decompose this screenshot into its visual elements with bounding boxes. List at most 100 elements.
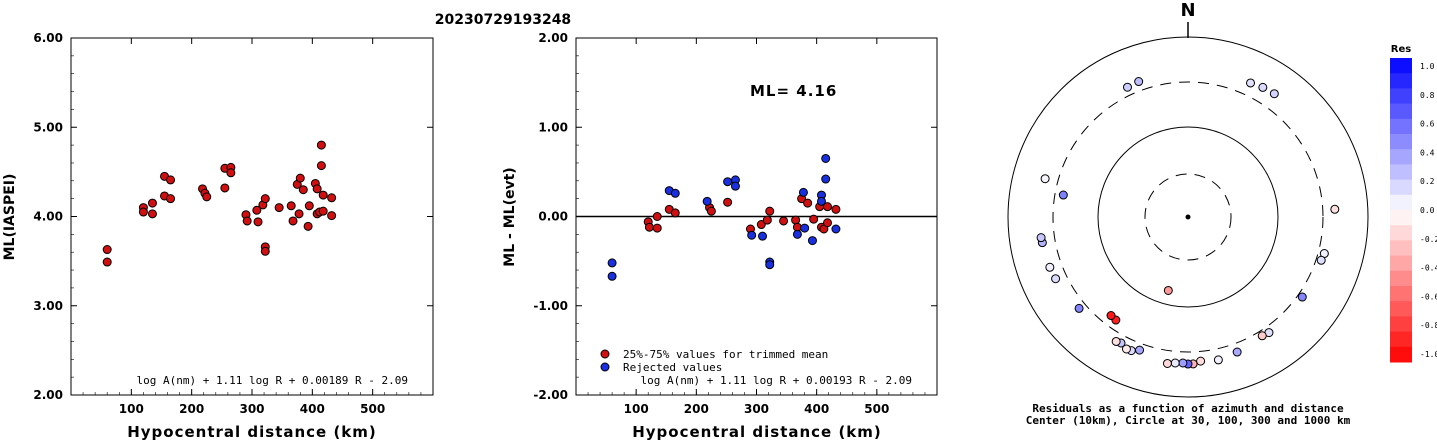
polar-residual-point: [1122, 82, 1132, 92]
chart1-ytick-label: 6.00: [33, 31, 63, 45]
polar-residual-point: [1178, 358, 1188, 368]
chart1-point: [166, 194, 176, 204]
chart2-xtick-label: 300: [744, 402, 769, 416]
polar-residual-point: [1045, 262, 1055, 272]
chart1-point: [298, 185, 308, 195]
chart1-point: [304, 201, 314, 211]
colorbar-swatch: [1390, 88, 1412, 105]
polar-points: [1036, 77, 1340, 369]
chart1-point: [316, 161, 326, 171]
chart1-point: [253, 217, 263, 227]
polar-residual-point: [1330, 204, 1340, 214]
polar-ring-300km: [1052, 81, 1324, 353]
colorbar-swatches: [1390, 58, 1412, 363]
chart2-trimmed-point: [644, 222, 654, 232]
chart2-rejected-point: [800, 223, 810, 233]
polar-caption-line1: Residuals as a function of azimuth and d…: [1032, 402, 1344, 415]
colorbar-swatch: [1390, 255, 1412, 272]
polar-residual-point: [1121, 344, 1131, 354]
chart1-point: [252, 205, 262, 215]
chart1-point: [295, 173, 305, 183]
colorbar-swatch: [1390, 316, 1412, 333]
colorbar-swatch: [1390, 73, 1412, 89]
chart1-point: [318, 190, 328, 200]
chart2-ytick-label: -1.00: [533, 299, 568, 313]
chart2-trimmed-point: [723, 197, 733, 207]
chart2-xtick-label: 100: [624, 402, 649, 416]
colorbar-swatch: [1390, 331, 1412, 348]
legend-trimmed-label: 25%-75% values for trimmed mean: [623, 348, 828, 361]
polar-residual-point: [1316, 255, 1326, 265]
polar-residual-point: [1074, 303, 1084, 313]
chart2-rejected-point: [816, 196, 826, 206]
chart1-points: [102, 140, 337, 267]
chart2-rejected-point: [821, 174, 831, 184]
colorbar-label: 0.4: [1420, 148, 1435, 157]
chart2-trimmed-point: [670, 208, 680, 218]
colorbar-title: Res: [1391, 44, 1411, 55]
polar-residual-point: [1040, 174, 1050, 184]
chart2-rejected-point: [798, 187, 808, 197]
chart1-ytick-label: 3.00: [33, 299, 63, 313]
polar-residual-point: [1058, 190, 1068, 200]
chart1-xtick-label: 500: [360, 402, 385, 416]
chart1-xtick-label: 100: [119, 402, 144, 416]
polar-caption-line2: Center (10km), Circle at 30, 100, 300 an…: [1026, 414, 1351, 427]
chart2-trimmed-point: [652, 212, 662, 221]
ml-residual-chart: 100 200 300 400 500 -2.00 -1.00 0.00 1.00 2.00 ML…: [502, 31, 938, 441]
chart2-xtick-label: 500: [864, 402, 889, 416]
chart2-x-label: Hypocentral distance (km): [632, 423, 882, 441]
chart2-ytick-label: 2.00: [538, 31, 568, 45]
event-id-title: 20230729193248: [435, 12, 571, 28]
polar-residual-point: [1134, 77, 1144, 87]
chart2-rejected-point: [792, 229, 802, 239]
colorbar-label: 0.6: [1420, 120, 1435, 129]
colorbar-swatch: [1390, 118, 1412, 135]
chart1-point: [312, 184, 322, 194]
chart2-trimmed-point: [779, 216, 789, 226]
colorbar-swatch: [1390, 225, 1412, 241]
chart1-point: [242, 216, 252, 226]
polar-ring-1000km: [1007, 36, 1369, 398]
colorbar-label: -0.8: [1420, 321, 1437, 330]
polar-rings: [1007, 36, 1369, 398]
colorbar-label: 0.0: [1420, 206, 1435, 215]
chart1-point: [260, 246, 270, 256]
chart2-ytick-label: 0.00: [538, 210, 568, 224]
chart1-point: [327, 193, 337, 203]
chart2-xtick-label: 400: [804, 402, 829, 416]
north-label: N: [1180, 0, 1195, 21]
polar-residual-point: [1036, 233, 1046, 243]
chart1-point: [260, 194, 270, 204]
chart1-ytick-label: 2.00: [33, 388, 63, 402]
chart2-rejected-point: [730, 181, 740, 191]
colorbar-label: -1.0: [1420, 350, 1437, 359]
colorbar-swatch: [1390, 194, 1412, 211]
chart2-rejected-point: [765, 260, 775, 270]
chart1-ytick-label: 5.00: [33, 120, 63, 134]
polar-residual-point: [1170, 358, 1180, 368]
polar-residual-point: [1297, 292, 1307, 302]
chart1-x-label: Hypocentral distance (km): [127, 423, 377, 441]
chart1-point: [226, 168, 236, 178]
chart2-trimmed-point: [809, 214, 819, 224]
colorbar-label: 0.2: [1420, 177, 1435, 186]
chart2-trimmed-point: [831, 204, 841, 214]
chart2-trimmed-point: [762, 215, 772, 225]
polar-residual-point: [1213, 355, 1223, 365]
chart1-ytick-label: 4.00: [33, 210, 63, 224]
chart1-point: [166, 175, 176, 185]
chart1-xtick-label: 300: [239, 402, 264, 416]
colorbar-label: 0.8: [1420, 91, 1435, 100]
colorbar-swatch: [1390, 270, 1412, 287]
chart2-trimmed-point: [803, 198, 813, 208]
chart2-ml-annotation: ML= 4.16: [750, 82, 837, 100]
polar-residual-point: [1162, 358, 1172, 368]
chart2-ticks: 100 200 300 400 500 -2.00 -1.00 0.00 1.00 2.00: [533, 31, 938, 416]
chart1-point: [138, 207, 148, 217]
chart2-rejected-point: [807, 236, 817, 246]
chart2-rejected-point: [821, 153, 831, 163]
chart2-rejected-point: [758, 231, 768, 241]
chart2-rejected-point: [702, 196, 712, 206]
azimuth-residual-plot: N Residuals as a function of azimuth and…: [1007, 0, 1369, 427]
